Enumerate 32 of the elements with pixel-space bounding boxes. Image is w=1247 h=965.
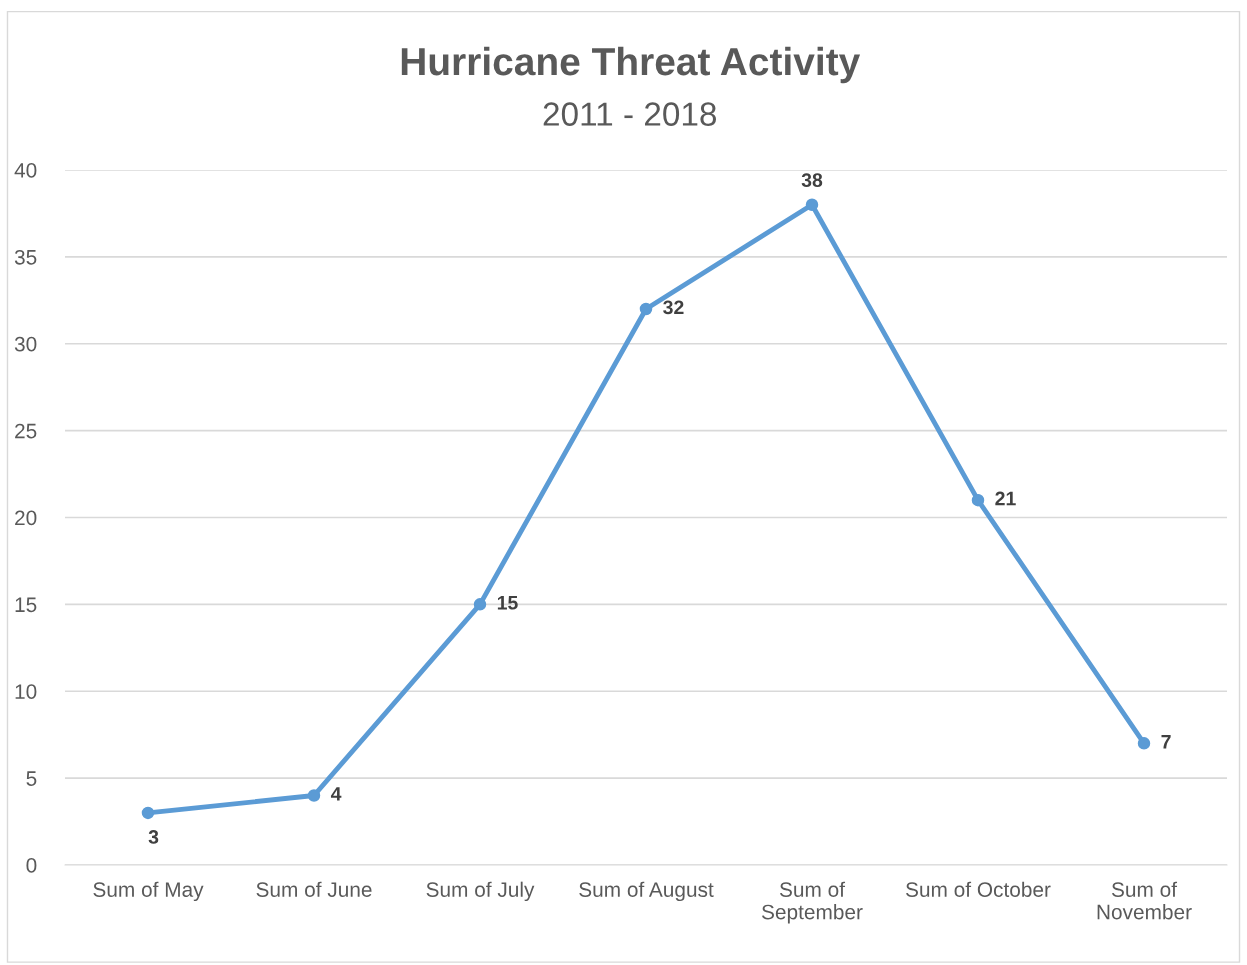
y-tick-label: 15 xyxy=(15,597,37,613)
x-tick-label: Sum of November xyxy=(1097,881,1192,920)
point xyxy=(971,493,985,507)
point xyxy=(141,806,155,820)
data-label: 38 xyxy=(801,173,823,188)
data-label: 32 xyxy=(663,300,684,315)
y-tick-label: 25 xyxy=(15,423,37,439)
y-tick-label: 35 xyxy=(14,249,37,265)
y-tick-label: 10 xyxy=(15,684,37,699)
x-tick-label: Sum of June xyxy=(256,881,372,897)
data-label: 7 xyxy=(1161,735,1171,749)
x-tick-label: Sum of September xyxy=(762,881,863,924)
point xyxy=(805,198,819,212)
point xyxy=(473,598,487,611)
y-tick-label: 30 xyxy=(14,336,37,352)
point xyxy=(307,789,321,802)
data-label: 21 xyxy=(995,491,1016,506)
y-tick-label: 20 xyxy=(15,510,37,526)
y-tick-label: 0 xyxy=(26,858,37,873)
y-tick-label: 5 xyxy=(26,771,37,786)
x-tick-label: Sum of October xyxy=(906,881,1051,897)
chart-title: Hurricane Threat Activity xyxy=(401,46,861,84)
data-label: 15 xyxy=(497,596,518,610)
x-tick-label: Sum of August xyxy=(579,881,714,902)
point xyxy=(639,302,653,316)
data-label: 4 xyxy=(330,787,342,801)
data-label: 3 xyxy=(148,830,159,844)
chart-subtitle: 2011 - 2018 xyxy=(543,102,717,126)
x-tick-label: Sum of May xyxy=(93,881,204,902)
y-tick-label: 40 xyxy=(14,163,37,178)
point xyxy=(1137,737,1151,750)
x-tick-label: Sum of July xyxy=(426,881,535,902)
